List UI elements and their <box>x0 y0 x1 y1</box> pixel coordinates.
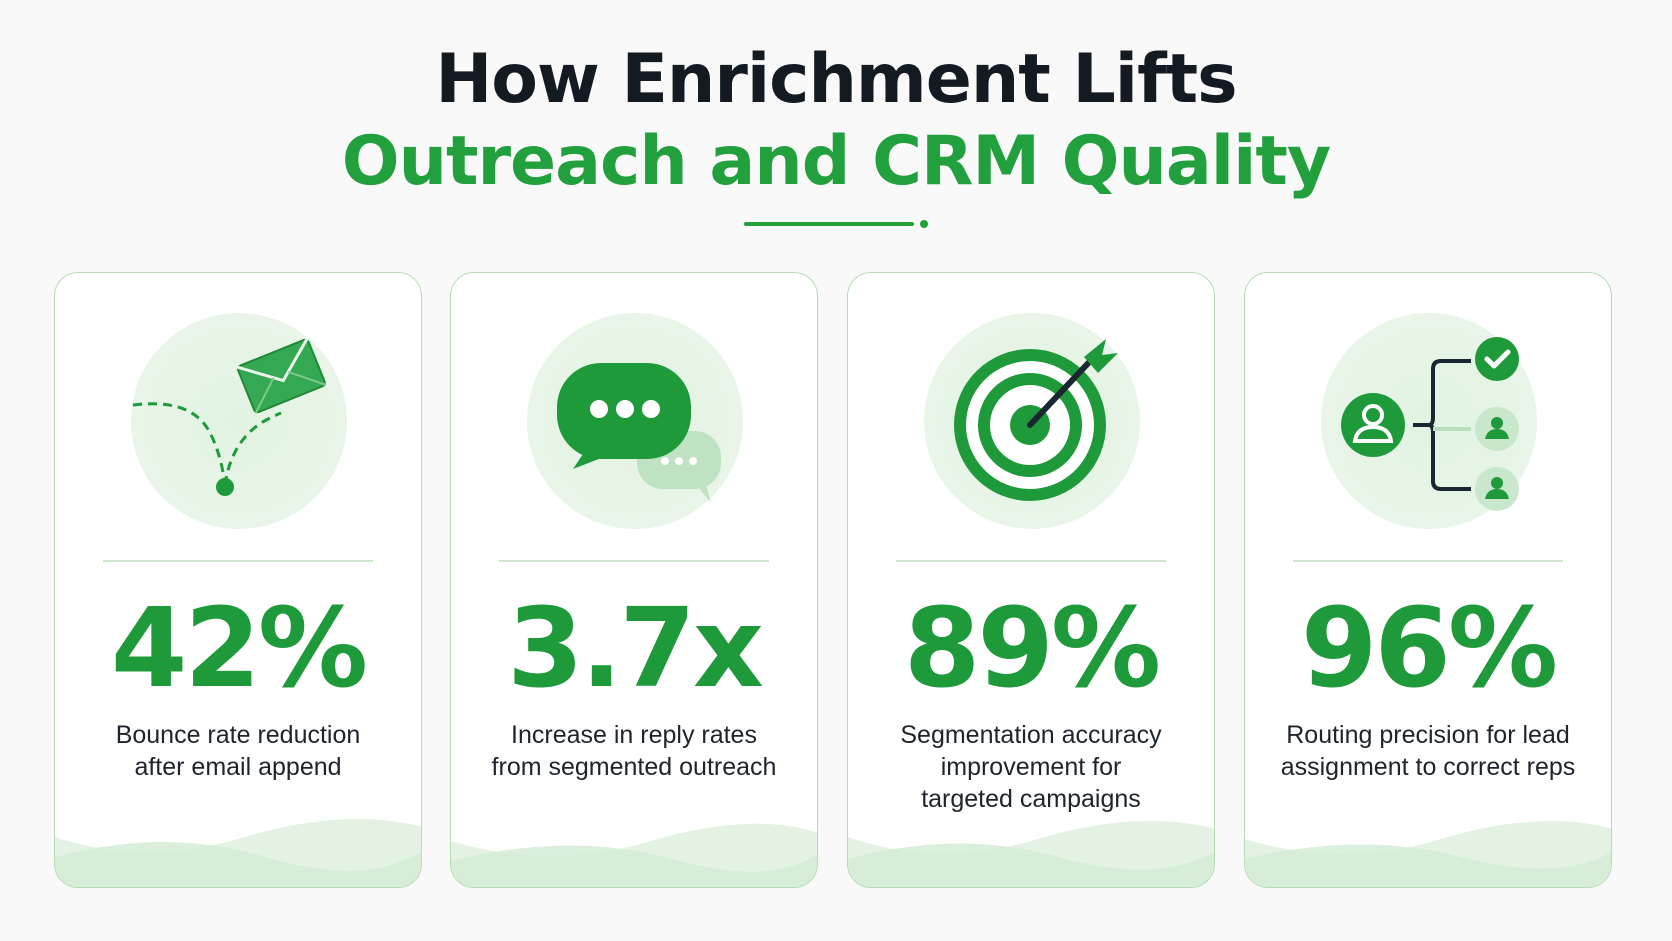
title-underline-dot <box>920 220 928 228</box>
stat-description: Segmentation accuracy improvement for ta… <box>868 719 1194 815</box>
stat-value: 3.7x <box>507 584 764 712</box>
target-icon <box>954 339 1118 501</box>
title-underline <box>744 222 914 226</box>
title-line-1: How Enrichment Lifts <box>435 40 1237 119</box>
description-line: Bounce rate reduction <box>115 721 361 749</box>
stat-card-bounce: 42% Bounce rate reduction after email ap… <box>54 272 422 888</box>
decorative-wave <box>848 821 1214 887</box>
stat-value: 42% <box>110 584 368 712</box>
icon-circle <box>131 313 347 529</box>
icon-circle <box>527 313 743 529</box>
title-line-2: Outreach and CRM Quality <box>341 122 1331 201</box>
stat-value: 89% <box>903 584 1161 712</box>
description-line: Increase in reply rates <box>511 721 757 749</box>
stat-description: Bounce rate reduction after email append <box>75 719 401 783</box>
decorative-wave <box>55 819 421 887</box>
icon-circle <box>1321 313 1537 529</box>
stat-description: Routing precision for lead assignment to… <box>1265 719 1591 783</box>
stat-card-segmentation: 89% Segmentation accuracy improvement fo… <box>847 272 1215 888</box>
description-line: after email append <box>134 753 342 781</box>
page-title: How Enrichment Lifts Outreach and CRM Qu… <box>0 40 1672 204</box>
card-divider <box>1293 560 1563 562</box>
decorative-wave <box>451 823 817 887</box>
card-divider <box>499 560 769 562</box>
description-line: Segmentation accuracy <box>900 721 1162 749</box>
description-line: improvement for <box>940 753 1122 781</box>
stat-description: Increase in reply rates from segmented o… <box>471 719 797 783</box>
stat-card-reply-rates: 3.7x Increase in reply rates from segmen… <box>450 272 818 888</box>
card-divider <box>896 560 1166 562</box>
decorative-wave <box>1245 821 1611 887</box>
card-divider <box>103 560 373 562</box>
icon-circle <box>924 313 1140 529</box>
lead-routing-icon <box>1341 337 1519 511</box>
chat-bubbles-icon <box>557 363 721 503</box>
description-line: assignment to correct reps <box>1280 753 1576 781</box>
stat-card-routing: 96% Routing precision for lead assignmen… <box>1244 272 1612 888</box>
description-line: Routing precision for lead <box>1286 721 1570 749</box>
description-line: from segmented outreach <box>491 753 777 781</box>
description-line: targeted campaigns <box>921 785 1141 813</box>
email-bounce-icon <box>132 337 327 496</box>
stat-value: 96% <box>1300 584 1558 712</box>
